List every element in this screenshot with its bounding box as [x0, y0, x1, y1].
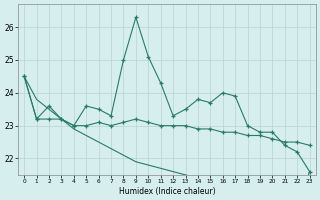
X-axis label: Humidex (Indice chaleur): Humidex (Indice chaleur) — [119, 187, 215, 196]
